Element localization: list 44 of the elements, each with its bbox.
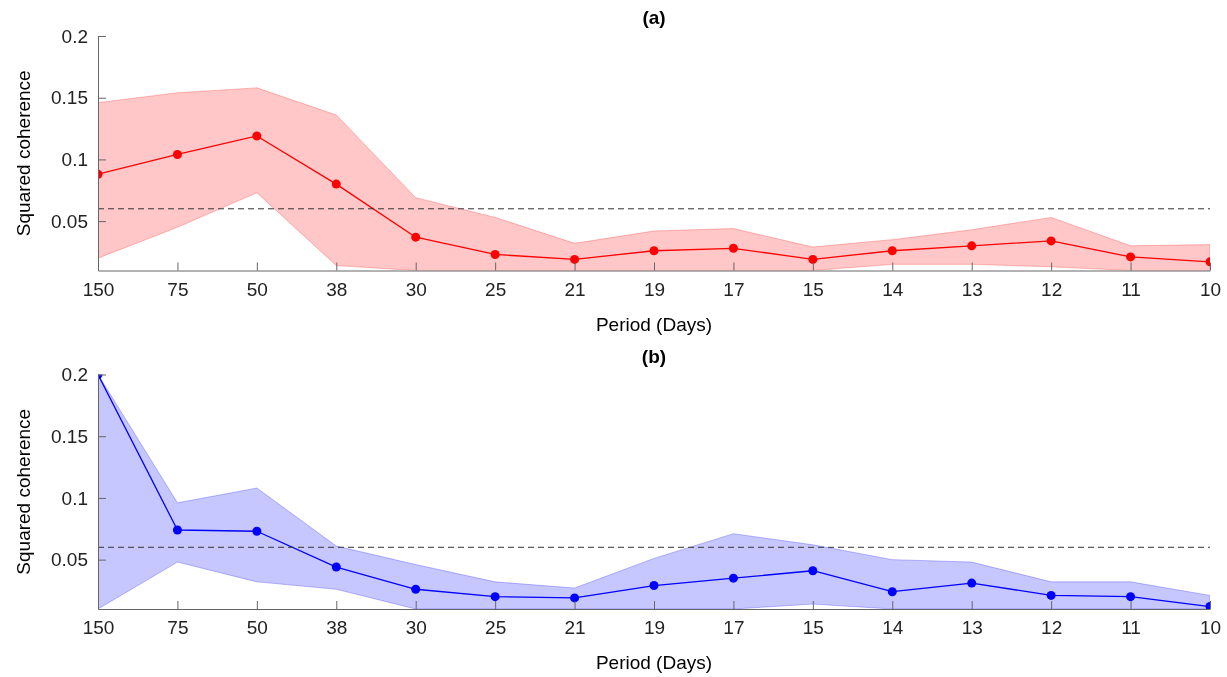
x-tick-label: 17 — [723, 617, 745, 639]
x-tick-label: 150 — [82, 617, 115, 639]
x-tick-label: 150 — [82, 278, 115, 300]
y-tick-label: 0.05 — [51, 549, 88, 571]
x-tick-label: 30 — [405, 278, 427, 300]
y-tick-label: 0.15 — [51, 87, 88, 109]
y-tick-label: 0.05 — [51, 210, 88, 232]
x-tick-label: 75 — [167, 617, 189, 639]
x-tick-label: 10 — [1199, 278, 1222, 300]
x-tick-label: 50 — [246, 617, 268, 639]
x-tick-label: 30 — [405, 617, 427, 639]
y-tick-label: 0.2 — [61, 25, 88, 47]
y-tick-label: 0.1 — [61, 149, 88, 170]
x-tick-label: 19 — [643, 278, 666, 300]
x-tick-label: 21 — [564, 278, 586, 300]
x-tick-label: 12 — [1041, 278, 1063, 300]
x-tick-label: 25 — [485, 617, 507, 639]
x-tick-label: 75 — [167, 278, 189, 300]
chart-title: (a) — [642, 7, 666, 28]
x-tick-label: 50 — [246, 278, 268, 300]
x-tick-label: 19 — [643, 617, 666, 639]
x-tick-label: 21 — [564, 617, 586, 639]
x-tick-label: 12 — [1041, 617, 1063, 639]
x-tick-label: 17 — [723, 278, 745, 300]
x-tick-label: 15 — [802, 617, 824, 639]
x-tick-label: 38 — [326, 278, 348, 300]
x-tick-label: 11 — [1121, 278, 1141, 300]
x-tick-label: 25 — [485, 278, 507, 300]
x-tick-label: 11 — [1121, 617, 1141, 639]
y-axis-title: Squared coherence — [13, 70, 34, 237]
x-tick-label: 38 — [326, 617, 348, 639]
y-tick-label: 0.15 — [51, 425, 88, 447]
x-tick-label: 13 — [961, 617, 983, 639]
y-tick-label: 0.1 — [61, 487, 88, 509]
y-tick-label: 0.2 — [61, 364, 88, 386]
x-tick-label: 14 — [882, 278, 904, 300]
x-axis-title: Period (Days) — [595, 652, 713, 673]
chart-title: (b) — [641, 345, 667, 367]
x-tick-label: 14 — [882, 617, 904, 639]
y-axis-title: Squared coherence — [13, 408, 34, 575]
x-tick-label: 10 — [1199, 617, 1222, 639]
x-tick-label: 13 — [961, 278, 983, 300]
x-tick-label: 15 — [802, 278, 824, 300]
x-axis-title: Period (Days) — [595, 313, 713, 335]
